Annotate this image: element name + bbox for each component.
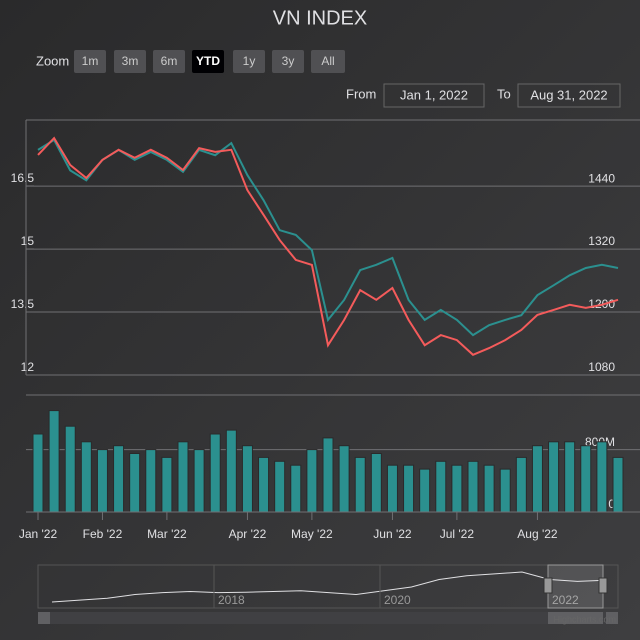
volume-bar — [161, 456, 173, 513]
volume-bar — [241, 445, 253, 513]
y-tick-label: 16.5 — [11, 171, 35, 185]
y-tick-label: 12 — [21, 360, 35, 374]
range-button-label[interactable]: 3y — [282, 54, 295, 68]
volume-bar — [113, 445, 125, 513]
scrollbar-left[interactable] — [38, 612, 50, 624]
from-label: From — [346, 86, 376, 101]
volume-bar — [467, 460, 479, 513]
volume-bar — [338, 445, 350, 513]
range-button[interactable] — [311, 50, 345, 73]
volume-bar — [258, 456, 270, 513]
range-button[interactable] — [272, 50, 304, 73]
y2-tick-label: 1320 — [588, 234, 615, 248]
y-tick-label: 13.5 — [11, 297, 35, 311]
volume-bar — [435, 460, 447, 513]
scrollbar-thumb[interactable] — [548, 612, 603, 624]
x-tick-label: Feb '22 — [83, 527, 123, 541]
volume-bar — [145, 449, 157, 513]
x-tick-label: Mar '22 — [147, 527, 187, 541]
volume-bar — [564, 441, 576, 513]
volume-tick-label: 0 — [608, 497, 615, 511]
navigator-label: 2018 — [218, 593, 245, 607]
from-value[interactable]: Jan 1, 2022 — [400, 87, 468, 102]
navigator-handle[interactable] — [543, 577, 553, 594]
volume-bar — [209, 433, 221, 513]
volume-bar — [80, 441, 92, 513]
volume-bar — [48, 410, 60, 513]
volume-bar — [129, 453, 141, 513]
volume-bar — [386, 464, 398, 513]
volume-bar — [290, 464, 302, 513]
volume-bar — [548, 441, 560, 513]
navigator-label: 2020 — [384, 593, 411, 607]
volume-bar — [451, 464, 463, 513]
volume-bar — [419, 468, 431, 513]
range-button[interactable] — [114, 50, 146, 73]
volume-bar — [580, 445, 592, 513]
to-input[interactable] — [517, 83, 621, 108]
range-button[interactable] — [74, 50, 106, 73]
volume-bar — [403, 464, 415, 513]
range-button-label[interactable]: 1y — [243, 54, 256, 68]
navigator-bg — [37, 564, 619, 609]
volume-bar — [177, 441, 189, 513]
volume-bar — [64, 425, 76, 513]
y2-tick-label: 1080 — [588, 360, 615, 374]
scrollbar-track[interactable] — [38, 612, 618, 624]
range-button-label[interactable]: 1m — [82, 54, 99, 68]
y2-tick-label: 1440 — [588, 171, 615, 185]
navigator-label: 2022 — [552, 593, 579, 607]
range-button-label[interactable]: YTD — [196, 54, 220, 68]
x-tick-label: Apr '22 — [229, 527, 267, 541]
x-tick-label: Jul '22 — [440, 527, 475, 541]
price-line — [37, 136, 619, 356]
volume-bar — [354, 456, 366, 513]
to-value[interactable]: Aug 31, 2022 — [530, 87, 607, 102]
range-button-label[interactable]: All — [321, 54, 334, 68]
range-button-label[interactable]: 6m — [161, 54, 178, 68]
volume-bar — [612, 456, 624, 513]
range-button[interactable] — [153, 50, 185, 73]
scrollbar-right[interactable] — [606, 612, 618, 624]
volume-bar — [499, 468, 511, 513]
from-input[interactable] — [383, 83, 485, 108]
y-tick-label: 15 — [21, 234, 35, 248]
volume-bar — [322, 437, 334, 513]
range-button[interactable] — [192, 50, 224, 73]
volume-bar — [32, 433, 44, 513]
chart-title: VN INDEX — [273, 7, 367, 29]
volume-bar — [193, 449, 205, 513]
volume-bar — [531, 445, 543, 513]
x-tick-label: Jun '22 — [373, 527, 412, 541]
x-tick-label: Jan '22 — [19, 527, 58, 541]
volume-bar — [370, 453, 382, 513]
zoom-label: Zoom — [36, 53, 69, 68]
volume-bar — [515, 456, 527, 513]
volume-bar — [225, 429, 237, 513]
x-tick-label: May '22 — [291, 527, 333, 541]
credit[interactable]: Highcharts.com — [553, 614, 616, 624]
price-line — [37, 138, 619, 337]
range-button[interactable] — [233, 50, 265, 73]
volume-bar — [96, 449, 108, 513]
navigator-selection[interactable] — [547, 564, 604, 609]
volume-bar — [483, 464, 495, 513]
volume-bar — [596, 441, 608, 513]
navigator-line — [51, 571, 606, 603]
volume-bar — [306, 449, 318, 513]
navigator-handle[interactable] — [598, 577, 608, 594]
range-button-label[interactable]: 3m — [122, 54, 139, 68]
x-tick-label: Aug '22 — [517, 527, 558, 541]
volume-bar — [274, 460, 286, 513]
to-label: To — [497, 86, 511, 101]
